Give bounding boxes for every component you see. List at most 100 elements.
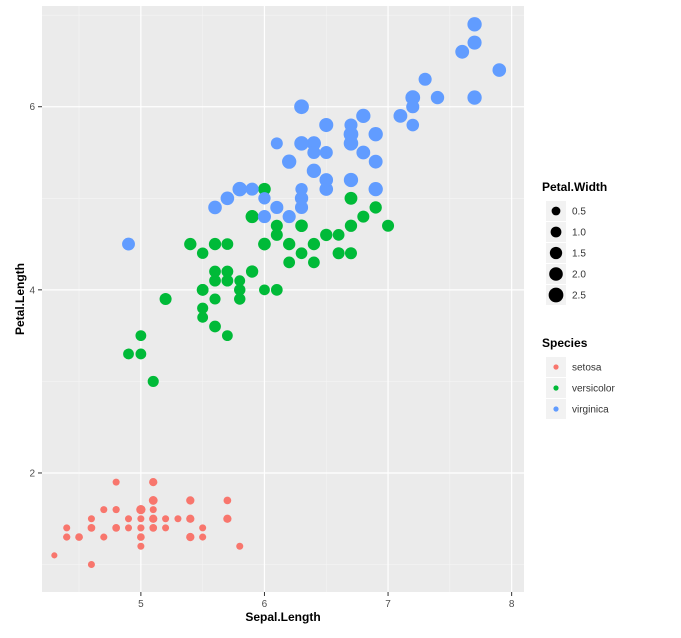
data-point-versicolor	[197, 302, 209, 314]
data-point-versicolor	[258, 182, 271, 196]
data-point-virginica	[343, 126, 359, 142]
data-point-versicolor	[221, 274, 234, 287]
data-point-virginica	[467, 17, 482, 32]
data-point-virginica	[393, 108, 408, 123]
data-point-setosa	[137, 515, 145, 523]
data-point-virginica	[294, 99, 309, 115]
data-point-setosa	[87, 561, 95, 569]
data-point-setosa	[63, 524, 71, 532]
size-legend-label: 0.5	[572, 207, 586, 218]
data-point-setosa	[186, 496, 194, 504]
data-point-versicolor	[209, 274, 221, 287]
size-legend-label: 2.5	[572, 291, 586, 302]
x-tick-label: 7	[385, 599, 391, 610]
data-point-virginica	[306, 136, 321, 151]
data-point-virginica	[492, 63, 507, 77]
data-point-versicolor	[259, 284, 270, 296]
data-point-virginica	[356, 145, 371, 160]
data-point-virginica	[282, 154, 297, 169]
data-point-versicolor	[208, 237, 222, 251]
data-point-versicolor	[382, 219, 395, 232]
y-tick-label: 4	[29, 285, 35, 296]
data-point-virginica	[307, 145, 321, 160]
x-axis-ticks: 5 6 7 8	[138, 592, 515, 610]
data-point-versicolor	[283, 256, 296, 269]
data-point-setosa	[149, 515, 157, 523]
x-tick-label: 5	[138, 599, 144, 610]
data-point-versicolor	[307, 237, 321, 251]
size-legend-point	[549, 267, 563, 281]
minor-gridlines	[42, 6, 524, 592]
data-point-setosa	[100, 533, 108, 541]
color-legend-point	[553, 364, 559, 370]
data-point-versicolor	[308, 256, 320, 269]
data-point-setosa	[125, 524, 132, 531]
color-legend-title: Species	[542, 336, 588, 350]
data-point-versicolor	[197, 311, 209, 323]
data-point-versicolor	[369, 201, 382, 214]
color-legend-label: virginica	[572, 405, 609, 416]
data-point-versicolor	[135, 348, 147, 360]
data-point-versicolor	[123, 348, 134, 360]
data-point-setosa	[87, 515, 95, 523]
data-point-setosa	[149, 477, 158, 487]
data-point-versicolor	[344, 219, 358, 232]
data-point-setosa	[223, 514, 232, 523]
data-point-versicolor	[196, 283, 209, 296]
color-legend-point	[553, 385, 559, 391]
data-point-versicolor	[209, 265, 221, 278]
data-point-virginica	[295, 182, 308, 196]
data-point-virginica	[467, 90, 482, 105]
data-point-setosa	[112, 506, 120, 514]
data-point-versicolor	[209, 293, 221, 305]
data-point-setosa	[236, 542, 244, 550]
data-point-setosa	[149, 524, 158, 532]
x-axis-title: Sepal.Length	[245, 610, 320, 624]
size-legend-label: 1.0	[572, 228, 586, 239]
data-point-versicolor	[271, 220, 283, 232]
data-point-virginica	[368, 127, 383, 142]
x-tick-label: 6	[262, 599, 268, 610]
data-point-virginica	[405, 90, 421, 105]
data-point-setosa	[174, 515, 182, 523]
data-point-setosa	[199, 533, 207, 541]
size-legend: Petal.Width 0.5 1.0 1.5 2.0 2.5	[542, 180, 607, 305]
data-point-versicolor	[295, 219, 308, 233]
data-point-versicolor	[135, 330, 147, 342]
data-point-versicolor	[159, 292, 172, 306]
data-point-versicolor	[245, 210, 259, 224]
data-point-setosa	[162, 524, 170, 532]
data-point-versicolor	[344, 191, 358, 205]
y-tick-label: 6	[29, 102, 35, 113]
color-legend-label: versicolor	[572, 384, 615, 395]
data-point-virginica	[270, 137, 283, 150]
data-points	[51, 17, 507, 569]
data-point-versicolor	[332, 247, 345, 260]
data-point-virginica	[208, 200, 222, 215]
data-point-setosa	[51, 552, 58, 559]
size-legend-point	[550, 226, 562, 238]
data-point-setosa	[137, 542, 145, 550]
data-point-setosa	[186, 532, 195, 542]
plot-panel	[42, 6, 524, 592]
size-legend-label: 1.5	[572, 249, 586, 260]
size-legend-point	[548, 287, 564, 303]
data-point-virginica	[306, 163, 322, 178]
data-point-versicolor	[221, 265, 234, 278]
data-point-versicolor	[344, 247, 357, 260]
color-legend: Species setosa versicolor virginica	[542, 336, 615, 419]
data-point-setosa	[75, 533, 83, 541]
data-point-versicolor	[270, 228, 283, 241]
data-point-versicolor	[245, 265, 259, 278]
data-point-virginica	[122, 237, 135, 251]
data-point-versicolor	[357, 210, 370, 223]
x-tick-label: 8	[509, 599, 515, 610]
data-point-versicolor	[258, 237, 271, 251]
data-point-setosa	[162, 515, 169, 522]
data-point-virginica	[368, 154, 383, 169]
size-legend-point	[551, 206, 561, 216]
data-point-virginica	[270, 200, 284, 214]
y-axis-title: Petal.Length	[13, 263, 27, 335]
data-point-virginica	[319, 145, 333, 160]
